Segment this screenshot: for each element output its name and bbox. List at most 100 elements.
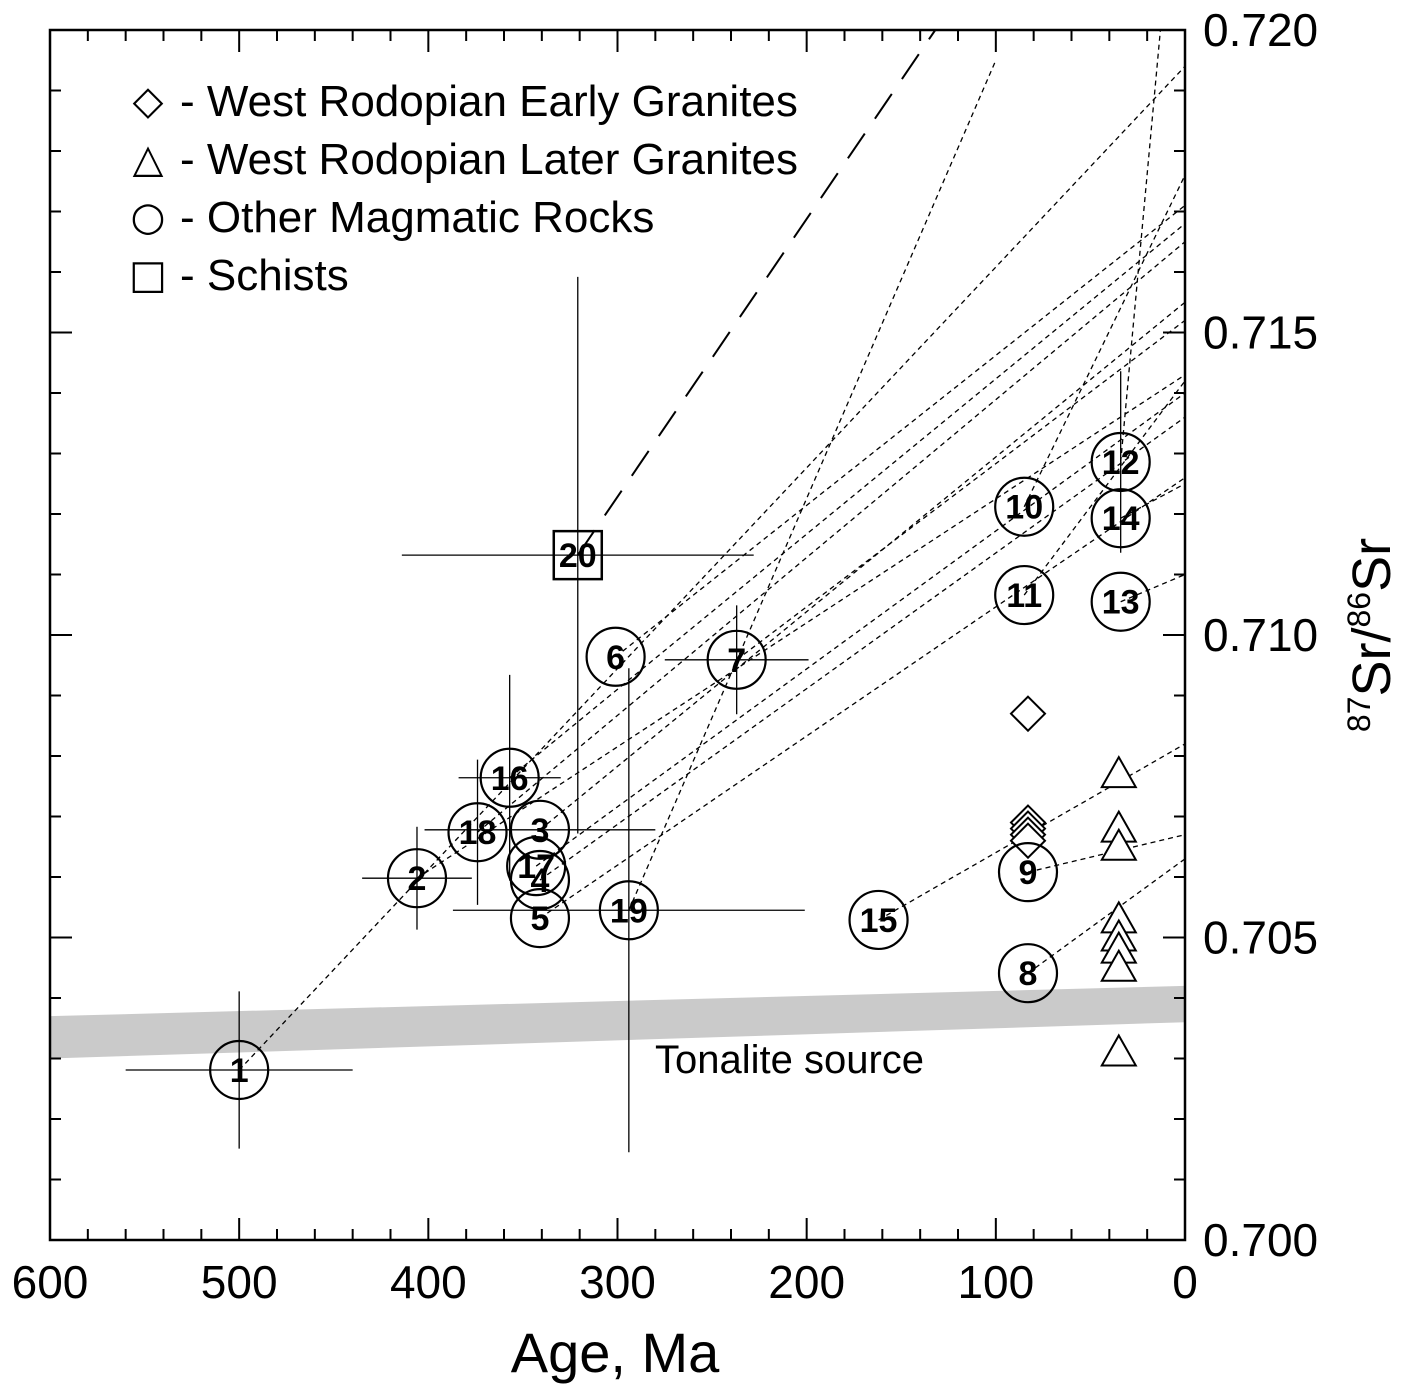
legend-dash: - xyxy=(180,77,207,126)
y-tick-label: 0.715 xyxy=(1203,307,1318,359)
point-label: 12 xyxy=(1102,444,1140,482)
evolution-line xyxy=(535,392,1186,867)
x-tick-label: 0 xyxy=(1172,1256,1198,1308)
legend-dash: - xyxy=(180,251,207,300)
diamond-point xyxy=(1009,822,1047,860)
square-point xyxy=(552,529,604,581)
legend-label: - Other Magmatic Rocks xyxy=(180,193,654,242)
circle-point xyxy=(585,626,646,687)
point-label: 10 xyxy=(1005,489,1043,527)
evolution-line xyxy=(628,59,997,911)
point-label: 2 xyxy=(408,860,427,898)
point-label: 7 xyxy=(727,642,746,680)
legend-text: West Rodopian Early Granites xyxy=(207,77,798,126)
circle-point xyxy=(997,943,1059,1004)
triangle-point xyxy=(1100,1033,1138,1067)
point-label: 8 xyxy=(1019,955,1038,993)
legend-symbol: ◇ xyxy=(133,78,164,124)
legend-text: West Rodopian Later Granites xyxy=(207,135,798,184)
evolution-line xyxy=(1120,573,1186,603)
x-tick-label: 200 xyxy=(768,1256,845,1308)
y-tick-label: 0.705 xyxy=(1203,912,1318,964)
evolution-line xyxy=(539,301,1186,831)
schist-line xyxy=(576,29,937,556)
evolution-line xyxy=(878,743,1186,921)
y-axis-title-part: 87 xyxy=(1341,697,1377,733)
circle-point xyxy=(509,799,571,860)
point-label: 18 xyxy=(459,814,497,852)
evolution-line xyxy=(736,319,1186,661)
band-label: Tonalite source xyxy=(655,1038,924,1082)
tonalite-band xyxy=(50,985,1185,1059)
point-label: 6 xyxy=(606,639,625,677)
evolution-line xyxy=(1120,29,1162,463)
evolution-line xyxy=(539,477,1186,919)
legend-dash: - xyxy=(180,135,207,184)
legend-dash: - xyxy=(180,193,207,242)
point-label: 5 xyxy=(530,900,549,938)
circle-point xyxy=(447,802,508,863)
evolution-line xyxy=(1023,174,1186,508)
circle-point xyxy=(479,747,540,808)
circle-point xyxy=(209,1039,270,1101)
y-axis-title-part: 86 xyxy=(1341,592,1377,628)
y-tick-label: 0.700 xyxy=(1203,1214,1318,1266)
point-label: 20 xyxy=(559,537,597,575)
point-label: 15 xyxy=(860,902,898,940)
evolution-line xyxy=(1120,483,1186,519)
evolution-line xyxy=(477,241,1186,833)
legend-text: Schists xyxy=(207,251,349,300)
diamond-point xyxy=(1009,695,1047,733)
circle-point xyxy=(509,888,571,949)
point-label: 1 xyxy=(230,1052,249,1090)
x-tick-label: 300 xyxy=(579,1256,656,1308)
triangle-point xyxy=(1100,948,1138,982)
legend-label: - West Rodopian Later Granites xyxy=(180,135,798,184)
x-axis-title: Age, Ma xyxy=(511,1321,720,1384)
point-label: 9 xyxy=(1019,854,1038,892)
legend-symbol: ○ xyxy=(131,194,166,240)
evolution-line xyxy=(509,223,1186,779)
evolution-line xyxy=(539,416,1186,881)
point-label: 11 xyxy=(1006,577,1042,615)
evolution-line xyxy=(615,204,1186,658)
y-axis-title: 87Sr/86Sr xyxy=(1341,538,1402,732)
point-label: 19 xyxy=(610,892,648,930)
circle-point xyxy=(1090,571,1151,632)
evolution-line xyxy=(1023,380,1186,596)
x-tick-label: 500 xyxy=(201,1256,278,1308)
circle-point xyxy=(1090,431,1151,493)
circle-point xyxy=(848,889,909,951)
legend-label: - West Rodopian Early Granites xyxy=(180,77,798,126)
point-label: 14 xyxy=(1102,500,1140,538)
legend-label: - Schists xyxy=(180,251,349,300)
point-label: 17 xyxy=(517,848,555,886)
x-tick-label: 100 xyxy=(957,1256,1034,1308)
circle-point xyxy=(994,476,1055,537)
triangle-point xyxy=(1100,755,1138,789)
evolution-line xyxy=(238,65,1186,1071)
legend-symbol: △ xyxy=(133,136,164,182)
triangle-point xyxy=(1100,827,1138,861)
y-axis-title-part: Sr/ xyxy=(1342,627,1402,696)
y-tick-label: 0.710 xyxy=(1203,609,1318,661)
y-tick-label: 0.720 xyxy=(1203,4,1318,56)
circle-point xyxy=(506,836,567,897)
evolution-line xyxy=(416,374,1186,879)
point-label: 16 xyxy=(491,760,529,798)
circle-point xyxy=(1090,488,1151,549)
circle-point xyxy=(598,880,659,941)
point-label: 13 xyxy=(1102,584,1140,622)
x-tick-label: 600 xyxy=(12,1256,89,1308)
legend-symbol: □ xyxy=(129,252,167,298)
x-tick-label: 400 xyxy=(390,1256,467,1308)
y-axis-title-part: Sr xyxy=(1342,538,1402,592)
circle-point xyxy=(994,564,1055,626)
legend-text: Other Magmatic Rocks xyxy=(207,193,654,242)
point-label: 3 xyxy=(530,812,549,850)
circle-point xyxy=(706,629,767,690)
circle-point xyxy=(386,848,448,909)
circle-point xyxy=(997,842,1059,903)
